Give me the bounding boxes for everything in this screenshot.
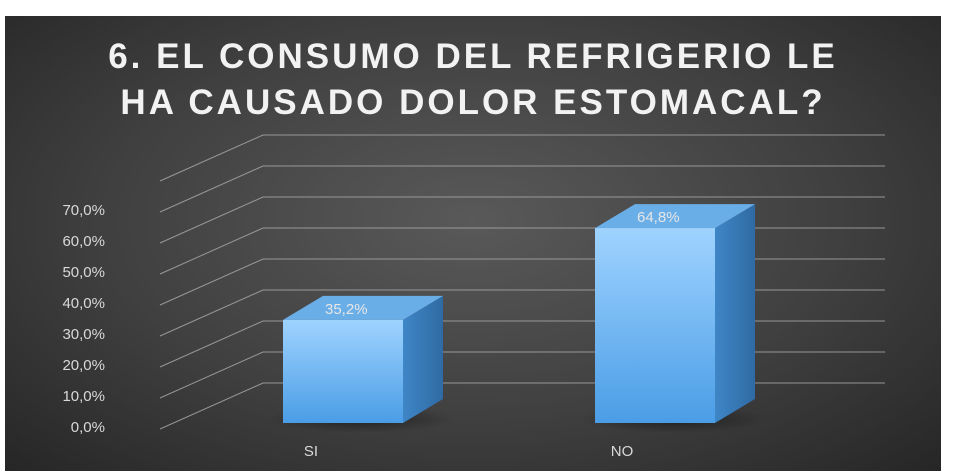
bar-side [403,295,443,423]
gridline [159,351,885,399]
chart-title-line-1: 6. EL CONSUMO DEL REFRIGERIO LE [108,37,838,76]
gridline [159,320,885,368]
gridline [159,227,885,275]
chart-title-line-2: HA CAUSADO DOLOR ESTOMACAL? [120,83,826,122]
y-tick-label: 40,0% [62,295,105,312]
y-tick-label: 50,0% [62,264,105,281]
bar-top [283,295,443,320]
gridline [159,165,885,213]
y-tick-label: 0,0% [71,419,105,436]
gridline [159,289,885,337]
x-category-label: SI [304,443,318,460]
gridline [159,196,885,244]
y-tick-label: 20,0% [62,357,105,374]
plot-area: 0,0%10,0%20,0%30,0%40,0%50,0%60,0%70,0% … [62,134,885,460]
y-tick-label: 10,0% [62,388,105,405]
bar-front [595,228,715,423]
chart-area: 6. EL CONSUMO DEL REFRIGERIO LE HA CAUSA… [5,16,941,471]
gridline [159,258,885,306]
bar-top [595,204,755,229]
gridline [159,134,885,182]
y-tick-label: 30,0% [62,326,105,343]
y-tick-label: 70,0% [62,202,105,219]
bar-front [283,319,403,423]
bar-no [579,204,767,433]
y-tick-label: 60,0% [62,233,105,250]
gridline [159,382,885,430]
chart-title: 6. EL CONSUMO DEL REFRIGERIO LE HA CAUSA… [5,34,941,126]
bar-side [715,204,755,423]
x-category-label: NO [611,443,634,460]
bar-si [267,295,455,433]
data-label: 64,8% [637,209,680,226]
data-label: 35,2% [325,301,368,318]
